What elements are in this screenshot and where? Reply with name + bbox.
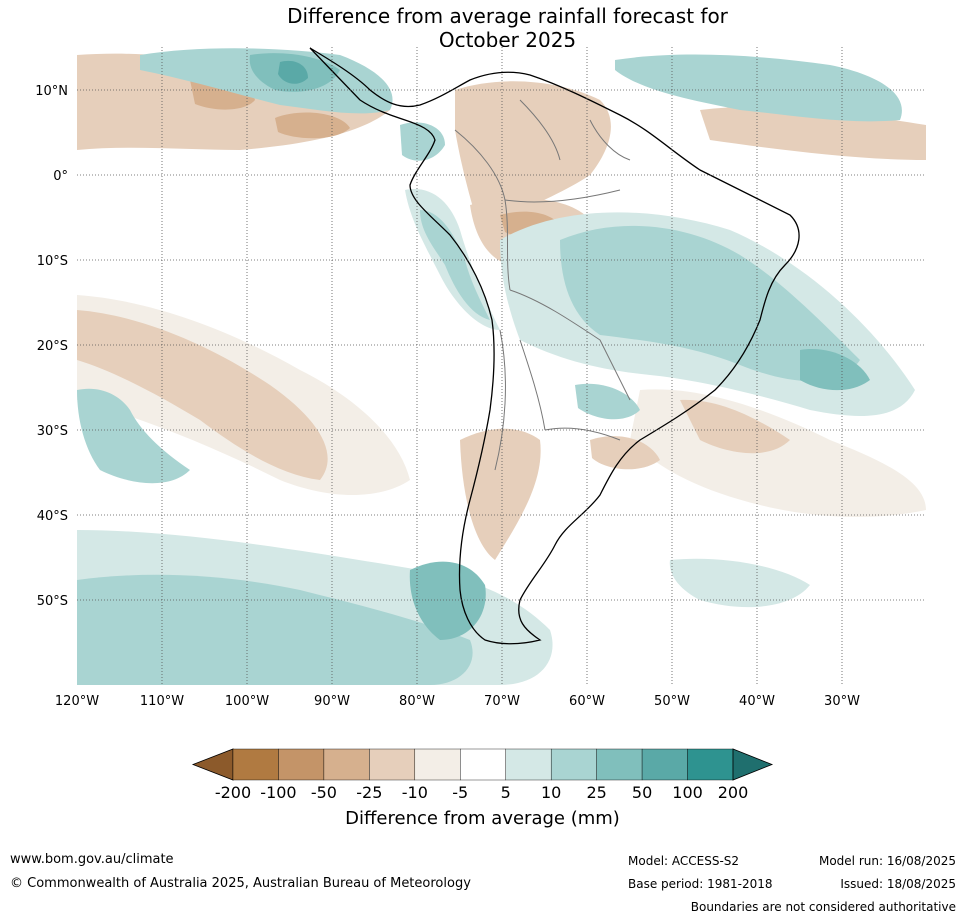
legend-color-segment [278, 748, 325, 781]
legend-extend-high [732, 748, 774, 781]
wet-region-paraguay [575, 383, 640, 420]
legend-color-segment [550, 748, 597, 781]
legend-tick-labels: -200 -100 -50 -25 -10 -5 5 10 25 50 100 200 [215, 783, 748, 802]
dry-region-south-pacific-core [77, 310, 328, 480]
legend-color-segment [505, 748, 552, 781]
dry-region-south-atlantic-core [680, 399, 790, 454]
legend-tick-label: -10 [402, 783, 428, 802]
legend-tick-label: 50 [632, 783, 652, 802]
lon-label: 40°W [739, 694, 775, 709]
lat-label: 20°S [37, 339, 68, 354]
legend-colorbar [191, 748, 774, 781]
footer-issued: Issued: 18/08/2025 [840, 877, 956, 891]
lat-gridlines [77, 89, 926, 601]
wet-region-peru-core [420, 210, 490, 320]
legend-tick-label: -50 [311, 783, 337, 802]
legend-color-segment [460, 748, 506, 781]
wet-region-south-atlantic [669, 558, 810, 608]
lon-label: 110°W [140, 694, 184, 709]
lat-label: 10°S [37, 254, 68, 269]
legend-tick-label: -5 [452, 783, 468, 802]
wet-region-pacific-west [77, 388, 190, 484]
footer-disclaimer: Boundaries are not considered authoritat… [690, 900, 956, 914]
wet-region-south-brazil-core [800, 349, 870, 391]
map-title-line1: Difference from average rainfall forecas… [287, 4, 728, 28]
legend-color-segment [323, 748, 370, 781]
footer-model: Model: ACCESS-S2 [628, 854, 740, 868]
country-borders [454, 99, 631, 471]
legend-tick-label: -100 [260, 783, 296, 802]
dry-region-northern-sa [455, 81, 611, 230]
legend-tick-label: 100 [672, 783, 703, 802]
wet-region-patagonia [409, 561, 486, 640]
lat-labels: 10°N 0° 10°S 20°S 30°S 40°S 50°S [35, 84, 68, 609]
footer-website: www.bom.gov.au/climate [10, 852, 174, 867]
wet-region-colombia-pacific [400, 122, 445, 161]
lon-label: 100°W [225, 694, 269, 709]
legend-tick-label: 5 [501, 783, 511, 802]
legend-color-segment [369, 748, 416, 781]
legend-color-segment [596, 748, 643, 781]
map-title: Difference from average rainfall forecas… [0, 4, 965, 52]
lon-label: 50°W [654, 694, 690, 709]
legend-extend-low [191, 748, 234, 781]
lat-label: 10°N [35, 84, 68, 99]
legend-color-segment [414, 748, 461, 781]
map-area [77, 47, 926, 685]
footer-copyright: © Commonwealth of Australia 2025, Austra… [10, 876, 471, 891]
lon-labels: 120°W 110°W 100°W 90°W 80°W 70°W 60°W 50… [55, 694, 860, 709]
lon-label: 80°W [399, 694, 435, 709]
lon-label: 90°W [314, 694, 350, 709]
lon-label: 70°W [484, 694, 520, 709]
legend-title: Difference from average (mm) [345, 808, 620, 829]
legend-tick-label: -25 [356, 783, 382, 802]
legend-color-segment [687, 748, 734, 781]
legend-tick-label: 25 [586, 783, 606, 802]
lat-label: 50°S [37, 594, 68, 609]
dry-region-north-pacific-core2 [275, 112, 350, 139]
wet-region-south-pacific-core [77, 574, 473, 685]
lat-label: 30°S [37, 424, 68, 439]
footer-model-run: Model run: 16/08/2025 [818, 854, 956, 868]
dry-region-uruguay [590, 436, 660, 470]
wet-region-brazil-core [560, 225, 860, 382]
footer-base-period: Base period: 1981-2018 [628, 877, 773, 891]
lat-label: 0° [53, 169, 68, 184]
lon-label: 120°W [55, 694, 99, 709]
lat-label: 40°S [37, 509, 68, 524]
wet-region-north-pacific-center [278, 60, 308, 84]
lon-label: 60°W [569, 694, 605, 709]
lon-gridlines [161, 47, 843, 685]
wet-region-north-atlantic [615, 54, 902, 122]
legend-color-segment [641, 748, 688, 781]
legend-tick-label: 10 [541, 783, 561, 802]
lon-label: 30°W [824, 694, 860, 709]
legend-tick-label: 200 [718, 783, 749, 802]
legend-tick-label: -200 [215, 783, 251, 802]
legend-color-segment [232, 748, 279, 781]
